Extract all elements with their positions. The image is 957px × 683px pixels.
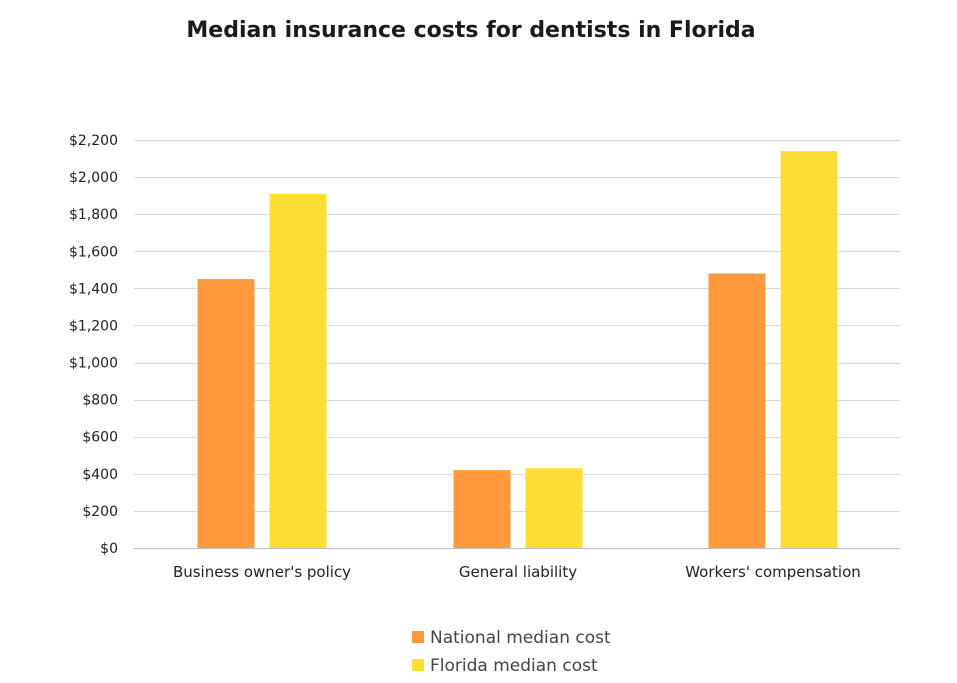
x-tick-label: Business owner's policy xyxy=(173,563,351,581)
legend-swatch-florida xyxy=(412,659,424,671)
bar-national-0 xyxy=(197,279,255,548)
y-axis: $0 $200 $400 $600 $800 $1,000 $1,200 $1,400 $1,6… xyxy=(69,133,118,557)
y-tick-label: $1,600 xyxy=(69,244,118,260)
y-tick-label: $1,400 xyxy=(69,281,118,297)
gridlines xyxy=(134,140,900,549)
bar-florida-1 xyxy=(525,468,583,548)
y-tick-label: $800 xyxy=(82,393,118,409)
x-tick-label: General liability xyxy=(459,563,577,581)
legend-label-national: National median cost xyxy=(430,628,611,648)
y-tick-label: $1,800 xyxy=(69,207,118,223)
bars xyxy=(197,151,838,549)
bar-florida-2 xyxy=(780,151,838,549)
x-tick-label: Workers' compensation xyxy=(685,563,861,581)
bar-national-2 xyxy=(708,273,766,548)
legend: National median cost Florida median cost xyxy=(412,628,611,676)
legend-label-florida: Florida median cost xyxy=(430,656,598,676)
y-tick-label: $2,000 xyxy=(69,170,118,186)
legend-swatch-national xyxy=(412,631,424,643)
y-tick-label: $2,200 xyxy=(69,133,118,149)
bar-florida-0 xyxy=(269,193,327,549)
y-tick-label: $200 xyxy=(82,504,118,520)
y-tick-label: $0 xyxy=(100,541,118,557)
x-axis: Business owner's policy General liability… xyxy=(173,563,861,581)
y-tick-label: $400 xyxy=(82,467,118,483)
chart-title: Median insurance costs for dentists in F… xyxy=(186,18,755,43)
bar-national-1 xyxy=(453,470,511,548)
y-tick-label: $1,200 xyxy=(69,318,118,334)
y-tick-label: $600 xyxy=(82,430,118,446)
y-tick-label: $1,000 xyxy=(69,356,118,372)
